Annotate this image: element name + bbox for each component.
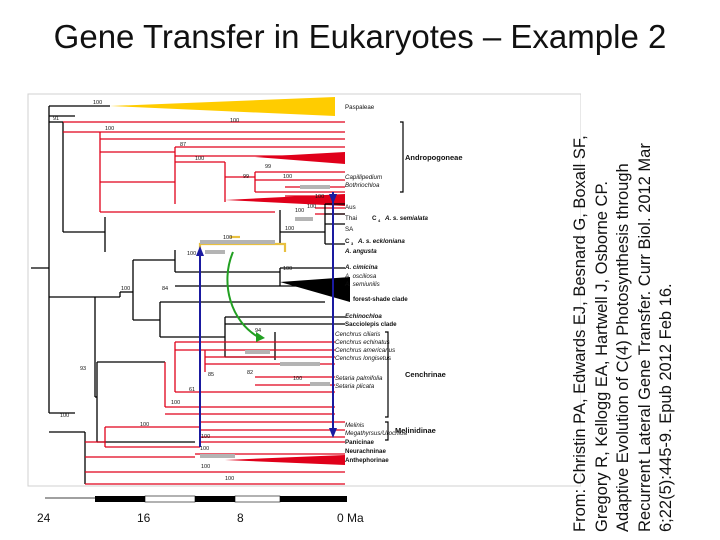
timescale-tick: 0 Ma: [337, 511, 364, 525]
support-value: 100: [187, 251, 196, 257]
taxon-labels: Paspaleae Capillipedium Bothriochloa Aus…: [335, 104, 429, 464]
support-value: 91: [53, 116, 59, 122]
support-value: 100: [200, 446, 209, 452]
support-value: 100: [285, 226, 294, 232]
clade-labels: Andropogoneae forest-shade clade Cenchri…: [353, 153, 463, 435]
support-value: 99: [265, 164, 271, 170]
taxon-megathyrsus: Megathyrsus/Urochloa: [345, 430, 407, 437]
support-value: 82: [247, 370, 253, 376]
support-value: 100: [230, 118, 239, 124]
support-value: 100: [201, 464, 210, 470]
alloteropsis-branches: [279, 203, 345, 245]
taxon-aus: Aus: [345, 204, 356, 211]
support-value: 100: [295, 208, 304, 214]
support-value: 100: [283, 174, 292, 180]
taxon-echinochloa: Echinochloa: [345, 313, 382, 320]
support-value: 94: [255, 328, 261, 334]
c3-label: C: [345, 238, 350, 245]
taxon-setaria-plicata: Setaria plicata: [335, 383, 375, 390]
support-value: 85: [208, 372, 214, 378]
support-value: 100: [201, 434, 210, 440]
citation-authors: From: Christin PA, Edwards EJ, Besnard G…: [571, 135, 611, 532]
taxon-eckloniana: A. s. eckloniana: [357, 238, 405, 245]
support-value: 100: [283, 266, 292, 272]
taxon-bothriochloa: Bothriochloa: [345, 182, 380, 189]
citation-article: Adaptive Evolution of C(4) Photosynthesi…: [614, 143, 675, 532]
taxon-cenchrus-longisetus: Cenchrus longisetus: [335, 355, 391, 362]
taxon-osciliosa: A. osciliosa: [344, 273, 377, 280]
timescale-tick: 8: [237, 511, 244, 525]
support-value: 99: [243, 174, 249, 180]
c4-label: C: [372, 215, 377, 222]
c4-subscript: 4: [378, 218, 381, 223]
taxon-thai: Thai: [345, 215, 357, 222]
andropogoneae-wedge-2: [225, 194, 345, 206]
clade-cenchrinae: Cenchrinae: [405, 370, 446, 379]
clade-forest-shade: forest-shade clade: [353, 296, 408, 303]
support-value: 87: [180, 142, 186, 148]
taxon-semialata: A. s. semialata: [384, 215, 429, 222]
support-value: 100: [225, 476, 234, 482]
support-value: 100: [105, 126, 114, 132]
andropogoneae-wedge-1: [255, 152, 345, 164]
clade-brackets: [385, 121, 404, 441]
support-value: 93: [80, 366, 86, 372]
support-value: 61: [189, 387, 195, 393]
support-value: 100: [121, 286, 130, 292]
taxon-sa: SA: [345, 226, 354, 233]
taxon-cenchrus-ciliaris: Cenchrus ciliaris: [335, 331, 380, 338]
phylogenetic-tree-figure: 100 91 100 100 87 100 99 100 99 100 100 …: [25, 92, 581, 532]
support-value: 100: [315, 194, 324, 200]
support-values: 100 91 100 100 87 100 99 100 99 100 100 …: [53, 100, 324, 482]
taxon-angusta: A. angusta: [344, 248, 377, 255]
support-value: 100: [93, 100, 102, 106]
support-value: 84: [162, 286, 168, 292]
paspaleae-wedge: [110, 97, 335, 116]
confidence-bars: [200, 185, 330, 458]
clade-andropogoneae: Andropogoneae: [405, 153, 463, 162]
support-value: 100: [60, 413, 69, 419]
timescale-tick: 24: [37, 511, 51, 525]
taxon-sacciolepis: Sacciolepis clade: [345, 321, 397, 328]
taxon-melinis: Melinis: [345, 422, 364, 429]
support-value: 100: [195, 156, 204, 162]
slide-title: Gene Transfer in Eukaryotes – Example 2: [53, 18, 667, 55]
taxon-cimicina: A. cimicina: [344, 264, 378, 271]
citation-block: From: Christin PA, Edwards EJ, Besnard G…: [570, 92, 715, 532]
taxon-anthephorinae: Anthephorinae: [345, 457, 389, 464]
support-value: 100: [223, 235, 232, 241]
clade-melinidinae: Melinidinae: [395, 426, 436, 435]
support-value: 100: [293, 376, 302, 382]
panicinae-wedge: [225, 455, 345, 465]
taxon-cenchrus-echinatus: Cenchrus echinatus: [335, 339, 390, 346]
taxon-neurachninae: Neurachninae: [345, 448, 386, 455]
c3-subscript: 3: [351, 241, 354, 246]
taxon-panicinae: Panicinae: [345, 439, 374, 446]
taxon-setaria-palmifolia: Setaria palmifolia: [335, 375, 383, 382]
support-value: 100: [171, 400, 180, 406]
support-value: 100: [140, 422, 149, 428]
support-value: 100: [307, 204, 316, 210]
transfer-arrow-green: [226, 251, 261, 339]
taxon-paspaleae: Paspaleae: [345, 104, 375, 111]
timescale-tick: 16: [137, 511, 151, 525]
taxon-semiunilis: A. semiunilis: [344, 281, 380, 288]
timescale: 24 16 8 0 Ma: [37, 495, 364, 525]
taxon-capillipedium: Capillipedium: [345, 174, 382, 181]
taxon-cenchrus-americanus: Cenchrus americanus: [335, 347, 395, 354]
